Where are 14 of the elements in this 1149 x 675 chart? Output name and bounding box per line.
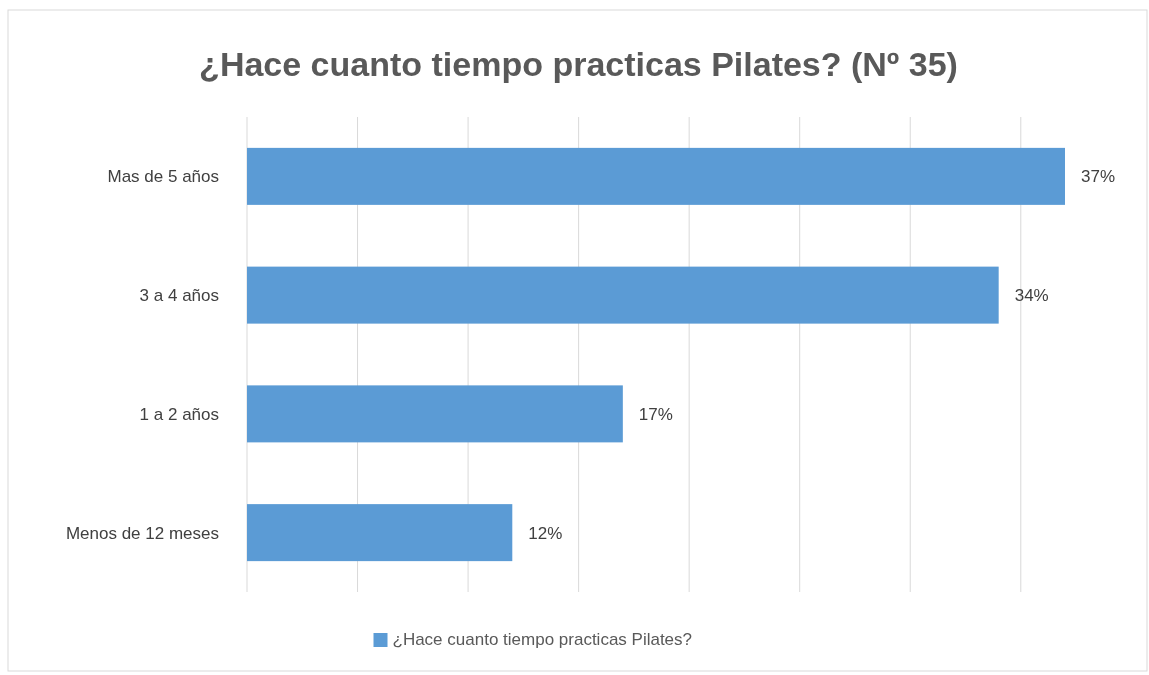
bar [247,385,623,443]
data-label: 37% [1081,167,1116,187]
y-tick-label: Mas de 5 años [107,167,219,187]
bar [247,266,999,324]
data-label: 34% [1014,286,1049,306]
data-label: 17% [638,404,673,424]
y-tick-label: 1 a 2 años [139,404,219,424]
bar [247,504,513,562]
legend-label: ¿Hace cuanto tiempo practicas Pilates? [392,630,693,649]
data-label: 12% [528,523,563,543]
chart-title: ¿Hace cuanto tiempo practicas Pilates? (Nº 35) [199,45,958,83]
y-tick-label: Menos de 12 meses [65,523,219,543]
bar [247,147,1065,205]
y-tick-label: 3 a 4 años [139,286,219,306]
